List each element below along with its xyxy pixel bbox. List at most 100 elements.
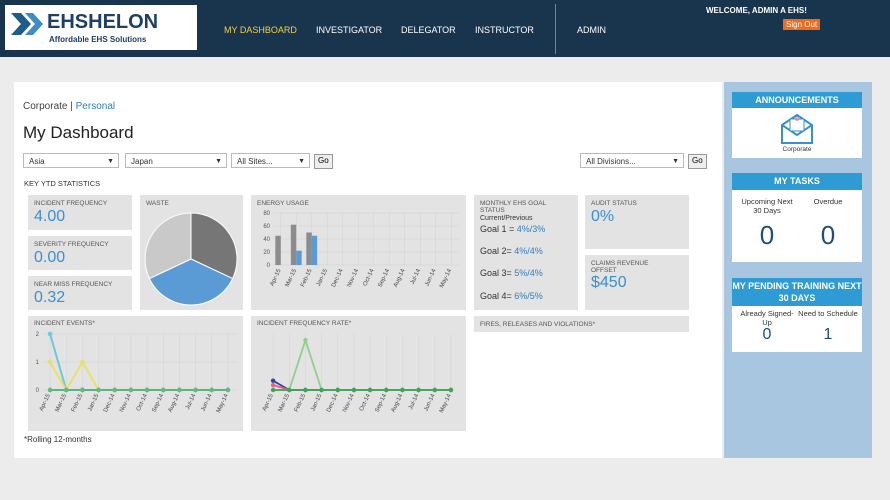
- bar-chart: 0 20 40 60 80 Apr-15 Mar-15 Feb-15 Jan-15 Dec-14 N…: [263, 211, 459, 289]
- pie-slice: [144, 212, 192, 280]
- division-select[interactable]: All Divisions...: [580, 153, 684, 169]
- logo-name: EHSHELON: [47, 11, 159, 33]
- x-tick-label: Jul-14: [408, 393, 421, 411]
- nav-item[interactable]: INSTRUCTOR: [475, 25, 534, 35]
- region-select[interactable]: Asia: [23, 153, 119, 169]
- x-tick-label: Oct-14: [136, 393, 149, 412]
- fires-label: FIRES, RELEASES AND VIOLATIONS*: [480, 321, 596, 328]
- training-value[interactable]: 0: [762, 326, 772, 343]
- point: [432, 387, 437, 393]
- point: [270, 382, 276, 388]
- goal-title: MONTHLY EHS GOAL STATUS: [480, 200, 546, 214]
- pie-slice: [190, 212, 238, 280]
- x-tick-label: Sep-14: [151, 393, 165, 414]
- fires-card: FIRES, RELEASES AND VIOLATIONS*: [474, 316, 689, 332]
- stat-label: NEAR MISS FREQUENCY: [34, 281, 113, 288]
- stat-label: SEVERITY FREQUENCY: [34, 241, 109, 248]
- training-label: Already Signed-Up: [740, 309, 794, 327]
- x-tick-label: Jul-14: [185, 393, 198, 411]
- point: [64, 387, 69, 393]
- crumb[interactable]: Personal: [75, 101, 116, 112]
- nav-item[interactable]: MY DASHBOARD: [224, 25, 297, 35]
- sign-out[interactable]: Sign Out: [783, 19, 821, 30]
- breadcrumb: Corporate | Personal: [23, 101, 115, 112]
- stat-label: INCIDENT FREQUENCY: [34, 200, 108, 207]
- point: [287, 387, 292, 393]
- site-select[interactable]: All Sites...: [231, 153, 310, 169]
- x-tick-label: Nov-14: [342, 393, 356, 414]
- nav-item[interactable]: INVESTIGATOR: [316, 25, 383, 35]
- point: [161, 387, 166, 393]
- goal-value: 4%/4%: [514, 246, 543, 256]
- task-value[interactable]: 0: [820, 220, 836, 250]
- x-tick-label: Jan-15: [316, 268, 329, 288]
- sidebar-body: Already Signed-Up Need to Schedule 0 1: [732, 306, 862, 352]
- sidebar-header: MY PENDING TRAINING NEXT 30 DAYS: [732, 278, 862, 306]
- nav-item[interactable]: DELEGATOR: [401, 25, 456, 35]
- separator: |: [70, 101, 73, 112]
- chart-title: INCIDENT FREQUENCY RATE*: [257, 320, 352, 327]
- x-tick-label: Apr-15: [39, 393, 52, 412]
- point: [351, 387, 357, 393]
- sidebar-body: Upcoming Next 30 Days Overdue 0 0: [732, 190, 862, 262]
- stat-card: CLAIMS REVENUE OFFSET $450: [585, 255, 689, 310]
- y-tick-label: 0: [267, 263, 271, 269]
- y-tick-label: 80: [263, 211, 270, 217]
- sidebar-header: ANNOUNCEMENTS: [732, 92, 862, 108]
- x-tick-label: Mar-15: [55, 393, 69, 413]
- chart-title: INCIDENT EVENTS*: [34, 320, 95, 327]
- goal-label: Goal 3=: [480, 268, 512, 278]
- x-tick-label: Aug-14: [393, 268, 407, 289]
- x-tick-label: Jan-15: [310, 393, 323, 413]
- goal-label: Goal 1 =: [480, 224, 515, 234]
- go-button[interactable]: Go: [688, 154, 707, 169]
- point: [47, 331, 53, 337]
- task-label: Upcoming Next 30 Days: [741, 197, 793, 215]
- divider: [555, 4, 556, 54]
- y-tick-label: 60: [263, 224, 270, 230]
- goal-subtitle: Current/Previous: [480, 215, 533, 222]
- point: [209, 387, 214, 393]
- bar: [290, 224, 297, 265]
- point: [335, 387, 340, 393]
- x-tick-label: Sep-14: [377, 268, 391, 289]
- task-value[interactable]: 0: [759, 220, 775, 250]
- footnote: *Rolling 12-months: [24, 435, 92, 444]
- x-tick-label: Dec-14: [103, 393, 117, 414]
- country-select[interactable]: Japan: [125, 153, 227, 169]
- x-tick-label: Aug-14: [168, 393, 182, 414]
- x-tick-label: May-14: [439, 268, 453, 289]
- y-tick-label: 40: [263, 237, 270, 243]
- point: [400, 387, 405, 393]
- stat-value: $450: [591, 274, 627, 291]
- point: [319, 387, 324, 393]
- chart-title: ENERGY USAGE: [257, 200, 309, 207]
- point: [384, 387, 389, 393]
- point: [47, 359, 53, 365]
- point: [448, 387, 454, 393]
- welcome: WELCOME, ADMIN A EHS!: [706, 6, 807, 15]
- goal-label: Goal 4=: [480, 291, 512, 301]
- point: [96, 387, 101, 393]
- training-value[interactable]: 1: [823, 326, 833, 343]
- go-button[interactable]: Go: [314, 154, 333, 169]
- goal-row: Goal 2= 4%/4%: [480, 246, 543, 256]
- training-label: Need to Schedule: [798, 309, 858, 318]
- stat-value: 0%: [591, 208, 615, 225]
- stat-value: 0.00: [34, 249, 66, 266]
- sidebar-body[interactable]: 0 Corporate: [732, 108, 862, 158]
- announcement-item: Corporate: [782, 146, 812, 153]
- x-tick-label: Jan-15: [87, 393, 100, 413]
- logo[interactable]: EHSHELON Affordable EHS Solutions: [5, 5, 197, 50]
- stat-card: INCIDENT FREQUENCY 4.00: [28, 195, 132, 230]
- x-tick-label: Jun-14: [424, 268, 437, 288]
- nav-item[interactable]: ADMIN: [577, 25, 606, 35]
- x-tick-label: Apr-15: [262, 393, 275, 412]
- goal-row: Goal 3= 5%/4%: [480, 268, 543, 278]
- pie-slice: [148, 258, 234, 306]
- crumb[interactable]: Corporate: [23, 101, 68, 112]
- x-tick-label: Oct-14: [359, 393, 372, 412]
- x-tick-label: Feb-15: [294, 393, 308, 413]
- point: [270, 378, 276, 383]
- chart-card: ENERGY USAGE 0 20 40 60 80 Apr-15 Mar-15 Feb-15 J…: [251, 195, 466, 310]
